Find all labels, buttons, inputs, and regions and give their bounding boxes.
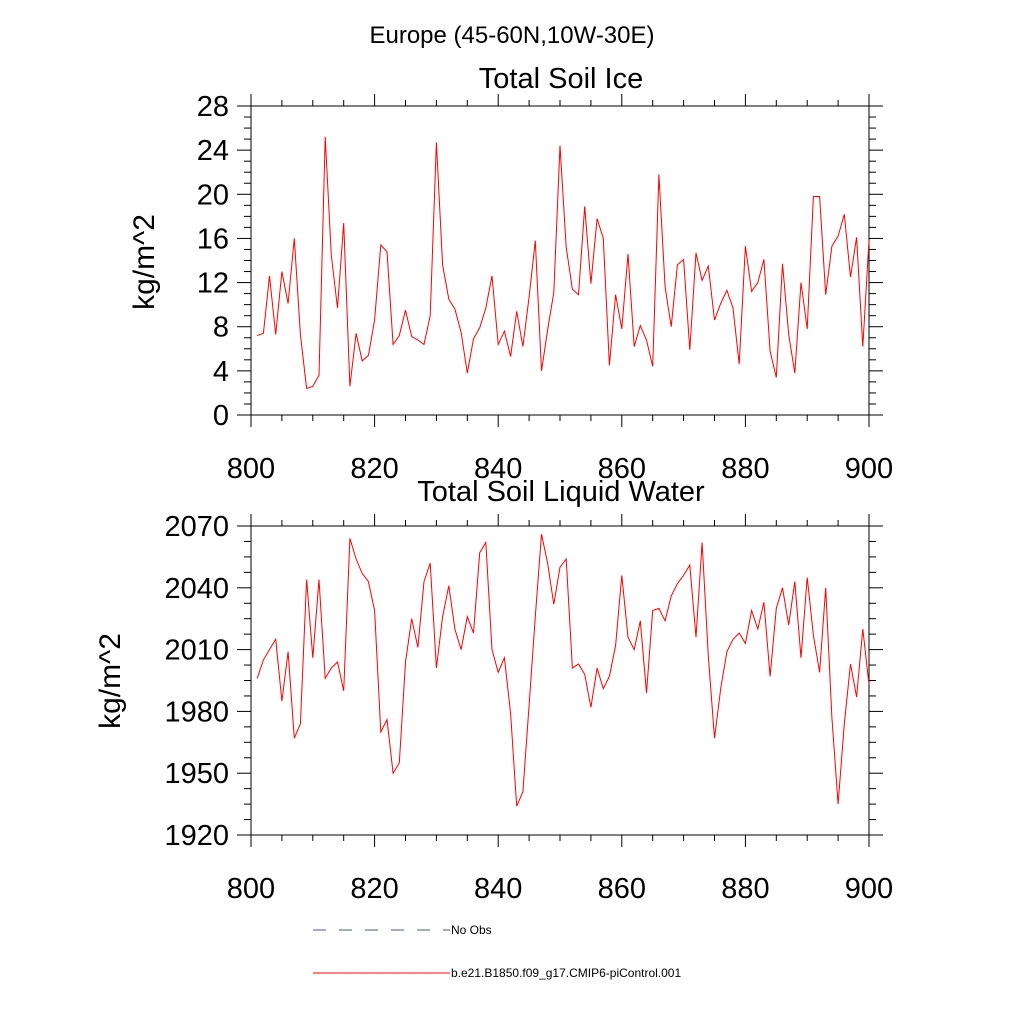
x-tick-label: 840: [474, 453, 522, 485]
y-tick-label: 0: [213, 400, 229, 432]
x-tick-label: 820: [350, 873, 398, 905]
chart-title: Total Soil Liquid Water: [417, 476, 705, 508]
y-tick-label: 28: [197, 91, 229, 123]
x-tick-label: 900: [845, 453, 893, 485]
legend-label-model: b.e21.B1850.f09_g17.CMIP6-piControl.001: [451, 966, 681, 980]
y-tick-label: 2010: [164, 635, 229, 667]
y-tick-label: 12: [197, 268, 229, 300]
y-tick-label: 4: [213, 356, 229, 388]
x-tick-label: 900: [845, 873, 893, 905]
x-tick-label: 840: [474, 873, 522, 905]
chart-total-soil-liquid-water: Total Soil Liquid Water kg/m^2 800 820 840…: [94, 476, 893, 905]
x-tick-label: 860: [598, 453, 646, 485]
series-line: [256, 534, 870, 807]
y-tick-label: 20: [197, 179, 229, 211]
y-tick-label: 1980: [164, 696, 229, 728]
y-tick-label: 8: [213, 312, 229, 344]
y-tick-label: 1950: [164, 758, 229, 790]
x-tick-label: 860: [598, 873, 646, 905]
x-tick-label: 800: [227, 453, 275, 485]
y-tick-label: 24: [197, 135, 229, 167]
x-tick-label: 880: [721, 873, 769, 905]
legend-label-no-obs: No Obs: [451, 923, 492, 937]
chart-total-soil-ice: Total Soil Ice kg/m^2 800 820 840 860 880 900…: [128, 63, 893, 485]
y-tick-label: 16: [197, 223, 229, 255]
y-axis-label: kg/m^2: [94, 633, 127, 729]
legend: No Obs b.e21.B1850.f09_g17.CMIP6-piContr…: [313, 923, 681, 980]
x-tick-label: 880: [721, 453, 769, 485]
y-tick-label: 2070: [164, 511, 229, 543]
x-tick-label: 800: [227, 873, 275, 905]
figure-title: Europe (45-60N,10W-30E): [369, 22, 654, 49]
x-tick-label: 820: [350, 453, 398, 485]
series-line: [257, 136, 870, 390]
y-axis-label: kg/m^2: [128, 214, 161, 310]
chart-title: Total Soil Ice: [479, 63, 643, 95]
y-tick-label: 1920: [164, 820, 229, 852]
y-tick-label: 2040: [164, 573, 229, 605]
